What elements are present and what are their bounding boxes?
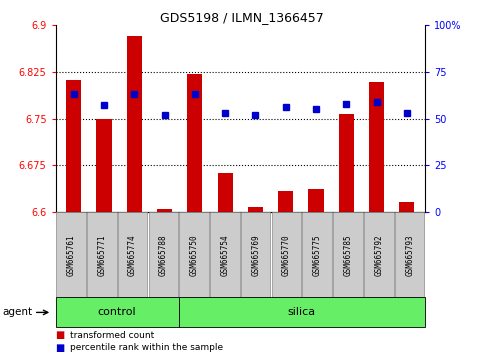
Text: GSM665754: GSM665754 — [220, 234, 229, 276]
Text: GSM665761: GSM665761 — [67, 234, 75, 276]
Text: GSM665770: GSM665770 — [282, 234, 291, 276]
Text: GSM665792: GSM665792 — [374, 234, 384, 276]
Bar — [66, 80, 81, 212]
Bar — [248, 207, 263, 212]
Text: control: control — [98, 307, 136, 318]
Text: ■: ■ — [56, 330, 65, 340]
Text: GSM665793: GSM665793 — [405, 234, 414, 276]
Bar — [187, 74, 202, 212]
Text: transformed count: transformed count — [70, 331, 154, 340]
Text: GDS5198 / ILMN_1366457: GDS5198 / ILMN_1366457 — [159, 11, 324, 24]
Text: GSM665775: GSM665775 — [313, 234, 322, 276]
Text: ■: ■ — [56, 343, 65, 353]
Text: GSM665788: GSM665788 — [159, 234, 168, 276]
Text: GSM665774: GSM665774 — [128, 234, 137, 276]
Bar — [97, 119, 112, 212]
Bar — [127, 36, 142, 212]
Text: agent: agent — [2, 307, 32, 318]
Text: GSM665769: GSM665769 — [251, 234, 260, 276]
Text: GSM665750: GSM665750 — [190, 234, 199, 276]
Bar — [157, 209, 172, 212]
Bar — [369, 82, 384, 212]
Text: GSM665771: GSM665771 — [97, 234, 106, 276]
Text: silica: silica — [288, 307, 316, 318]
Bar — [217, 173, 233, 212]
Text: GSM665785: GSM665785 — [343, 234, 353, 276]
Bar — [339, 114, 354, 212]
Bar — [399, 202, 414, 212]
Bar — [278, 190, 293, 212]
Bar — [309, 189, 324, 212]
Text: percentile rank within the sample: percentile rank within the sample — [70, 343, 223, 352]
